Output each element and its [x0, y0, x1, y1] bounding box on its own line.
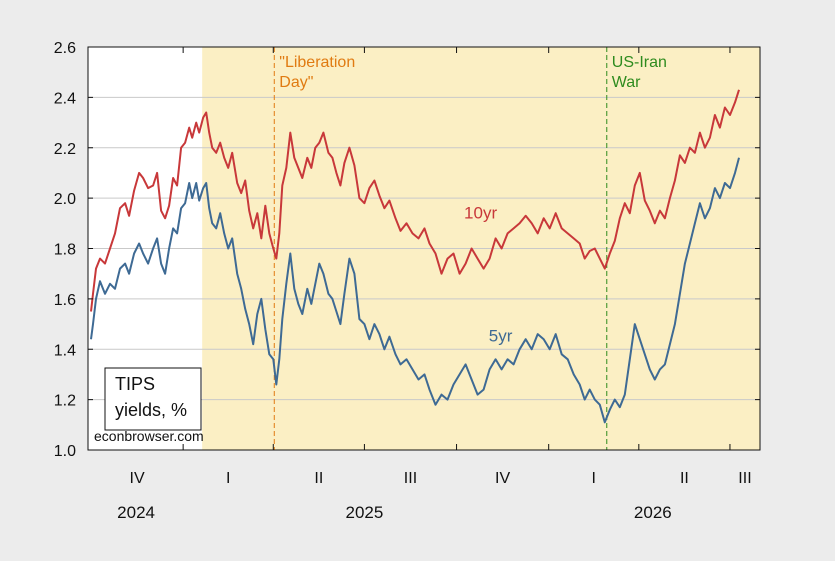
note-line2: yields, %	[115, 400, 187, 420]
y-tick-label: 2.4	[54, 90, 76, 107]
note-line1: TIPS	[115, 374, 155, 394]
y-tick-label: 1.6	[54, 292, 76, 309]
y-tick-label: 1.2	[54, 393, 76, 410]
note-box: TIPS yields, % econbrowser.com	[94, 367, 204, 444]
y-tick-label: 1.0	[54, 443, 76, 460]
source-credit: econbrowser.com	[94, 428, 204, 444]
x-quarter-label: III	[404, 470, 417, 487]
x-year-label: 2024	[117, 503, 155, 522]
x-quarter-label: II	[314, 470, 323, 487]
note-box-frame	[104, 367, 202, 431]
x-quarter-label: I	[592, 470, 596, 487]
y-tick-label: 1.4	[54, 342, 76, 359]
x-year-label: 2026	[634, 503, 672, 522]
y-tick-label: 1.8	[54, 242, 76, 259]
x-quarter-label: III	[738, 470, 751, 487]
y-tick-label: 2.0	[54, 191, 76, 208]
x-quarter-label: IV	[495, 470, 510, 487]
event-label: "Liberation	[279, 54, 355, 71]
series-label: 5yr	[489, 327, 513, 346]
x-year-label: 2025	[345, 503, 383, 522]
series-label: 10yr	[464, 203, 497, 222]
series-labels: 10yr 5yr	[464, 203, 513, 345]
y-tick-label: 2.6	[54, 40, 76, 57]
series-line-10yr	[90, 89, 740, 312]
y-tick-label: 2.2	[54, 141, 76, 158]
x-quarter-label: II	[680, 470, 689, 487]
event-label: War	[612, 74, 641, 91]
series-line-5yr	[90, 157, 740, 424]
event-label: US-Iran	[612, 54, 667, 71]
series-lines	[90, 89, 740, 424]
y-axis: 1.0 1.2 1.4 1.6 1.8 2.0 2.2 2.4 2.6	[54, 40, 760, 460]
x-quarter-label: IV	[130, 470, 145, 487]
event-label: Day"	[279, 74, 313, 91]
x-quarter-label: I	[226, 470, 230, 487]
